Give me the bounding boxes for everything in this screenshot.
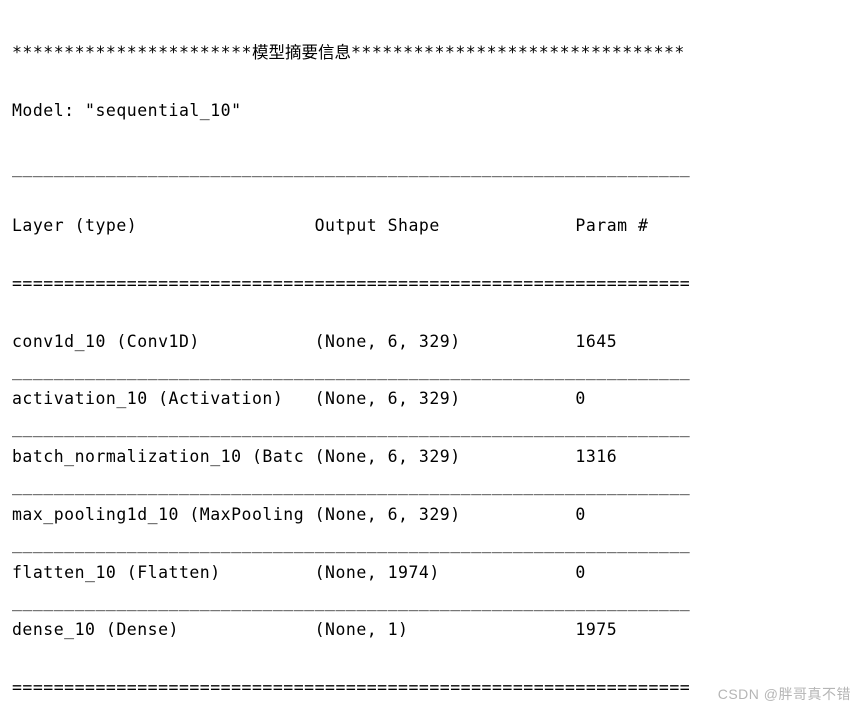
table-row: dense_10 (Dense) (None, 1) 1975 xyxy=(12,616,853,645)
title-line: ***********************模型摘要信息***********… xyxy=(12,37,853,68)
table-body: conv1d_10 (Conv1D) (None, 6, 329) 1645__… xyxy=(12,328,853,646)
header-row: Layer (type) Output Shape Param # xyxy=(12,212,853,241)
table-row: conv1d_10 (Conv1D) (None, 6, 329) 1645 xyxy=(12,328,853,357)
table-row: flatten_10 (Flatten) (None, 1974) 0 xyxy=(12,559,853,588)
ruler-thin: ________________________________________… xyxy=(12,414,853,443)
ruler-thin: ________________________________________… xyxy=(12,588,853,617)
watermark: CSDN @胖哥真不错 xyxy=(718,684,851,704)
ruler-thin: ________________________________________… xyxy=(12,472,853,501)
table-row: activation_10 (Activation) (None, 6, 329… xyxy=(12,385,853,414)
ruler-thin: ________________________________________… xyxy=(12,530,853,559)
ruler-thick: ========================================… xyxy=(12,270,853,299)
table-row: batch_normalization_10 (Batc (None, 6, 3… xyxy=(12,443,853,472)
ruler-thin: ________________________________________… xyxy=(12,154,853,183)
model-summary: ***********************模型摘要信息***********… xyxy=(0,0,865,712)
table-row: max_pooling1d_10 (MaxPooling (None, 6, 3… xyxy=(12,501,853,530)
model-name-line: Model: "sequential_10" xyxy=(12,97,853,126)
stars-right: ******************************** xyxy=(351,39,685,68)
stars-left: *********************** xyxy=(12,39,252,68)
ruler-thin: ________________________________________… xyxy=(12,357,853,386)
title-label: 模型摘要信息 xyxy=(252,37,351,66)
